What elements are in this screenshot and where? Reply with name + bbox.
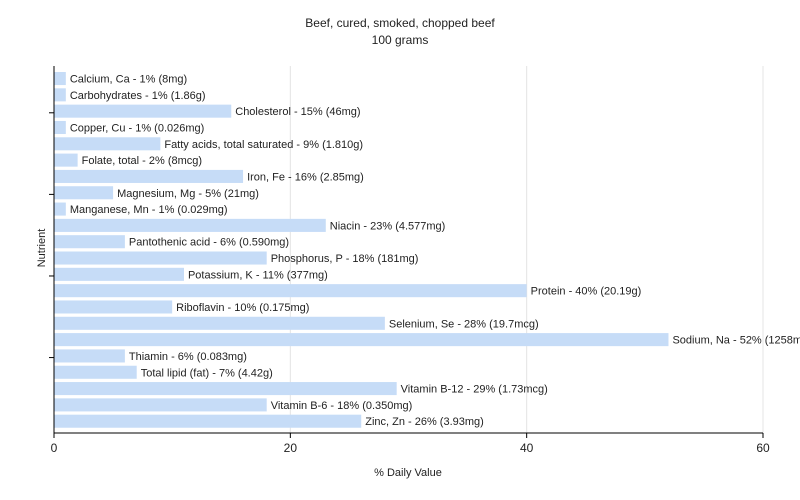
x-tick-label: 0 — [51, 441, 58, 455]
bar-label: Thiamin - 6% (0.083mg) — [129, 351, 247, 363]
x-tick-label: 20 — [284, 441, 298, 455]
bar-label: Zinc, Zn - 26% (3.93mg) — [365, 416, 484, 428]
bar-label: Calcium, Ca - 1% (8mg) — [70, 74, 187, 86]
bar-label: Pantothenic acid - 6% (0.590mg) — [129, 237, 289, 249]
axes: 0 20 40 60 — [49, 66, 770, 455]
bar — [54, 120, 66, 135]
x-tick-label: 40 — [520, 441, 534, 455]
chart-subtitle: 100 grams — [372, 33, 429, 47]
gridlines — [289, 66, 764, 433]
bar — [54, 365, 137, 379]
bar — [54, 251, 267, 265]
bar — [54, 333, 669, 347]
bar-label: Vitamin B-6 - 18% (0.350mg) — [271, 400, 413, 412]
bar — [54, 235, 125, 249]
bar-label: Manganese, Mn - 1% (0.029mg) — [70, 204, 228, 216]
bar-label: Iron, Fe - 16% (2.85mg) — [247, 171, 364, 183]
bar — [54, 414, 362, 428]
bar — [54, 398, 267, 412]
x-tick-label: 60 — [756, 441, 770, 455]
bar — [54, 284, 527, 298]
bar — [54, 104, 232, 118]
bar — [54, 349, 125, 363]
bar-label: Potassium, K - 11% (377mg) — [188, 269, 328, 281]
bar — [54, 316, 385, 330]
bar-label: Vitamin B-12 - 29% (1.73mcg) — [401, 384, 548, 396]
bar-label: Protein - 40% (20.19g) — [531, 286, 642, 298]
bar-label: Folate, total - 2% (8mcg) — [82, 155, 202, 167]
bar-label: Niacin - 23% (4.577mg) — [330, 220, 446, 232]
bar — [54, 186, 114, 200]
y-axis-label: Nutrient — [36, 229, 48, 268]
bars: Calcium, Ca - 1% (8mg) Carbohydrates - 1%… — [54, 72, 800, 428]
bar-label: Copper, Cu - 1% (0.026mg) — [70, 122, 205, 134]
bar-label: Selenium, Se - 28% (19.7mcg) — [389, 318, 539, 330]
bar-label: Phosphorus, P - 18% (181mg) — [271, 253, 419, 265]
bar-label: Sodium, Na - 52% (1258mg) — [672, 335, 800, 347]
bar-label: Riboflavin - 10% (0.175mg) — [176, 302, 309, 314]
bar — [54, 137, 161, 151]
bar — [54, 218, 326, 232]
bar-label: Fatty acids, total saturated - 9% (1.810… — [164, 139, 363, 151]
bar-label: Cholesterol - 15% (46mg) — [235, 106, 360, 118]
bar — [54, 153, 78, 167]
bar — [54, 300, 173, 314]
bar — [54, 88, 66, 102]
bar — [54, 267, 184, 281]
bar — [54, 202, 66, 216]
chart-title: Beef, cured, smoked, chopped beef — [305, 16, 495, 30]
x-axis-label: % Daily Value — [374, 467, 442, 479]
bar — [54, 382, 397, 396]
bar — [54, 169, 244, 183]
bar-label: Magnesium, Mg - 5% (21mg) — [117, 188, 259, 200]
bar-label: Carbohydrates - 1% (1.86g) — [70, 90, 206, 102]
bar — [54, 72, 66, 86]
bar-label: Total lipid (fat) - 7% (4.42g) — [141, 367, 273, 379]
